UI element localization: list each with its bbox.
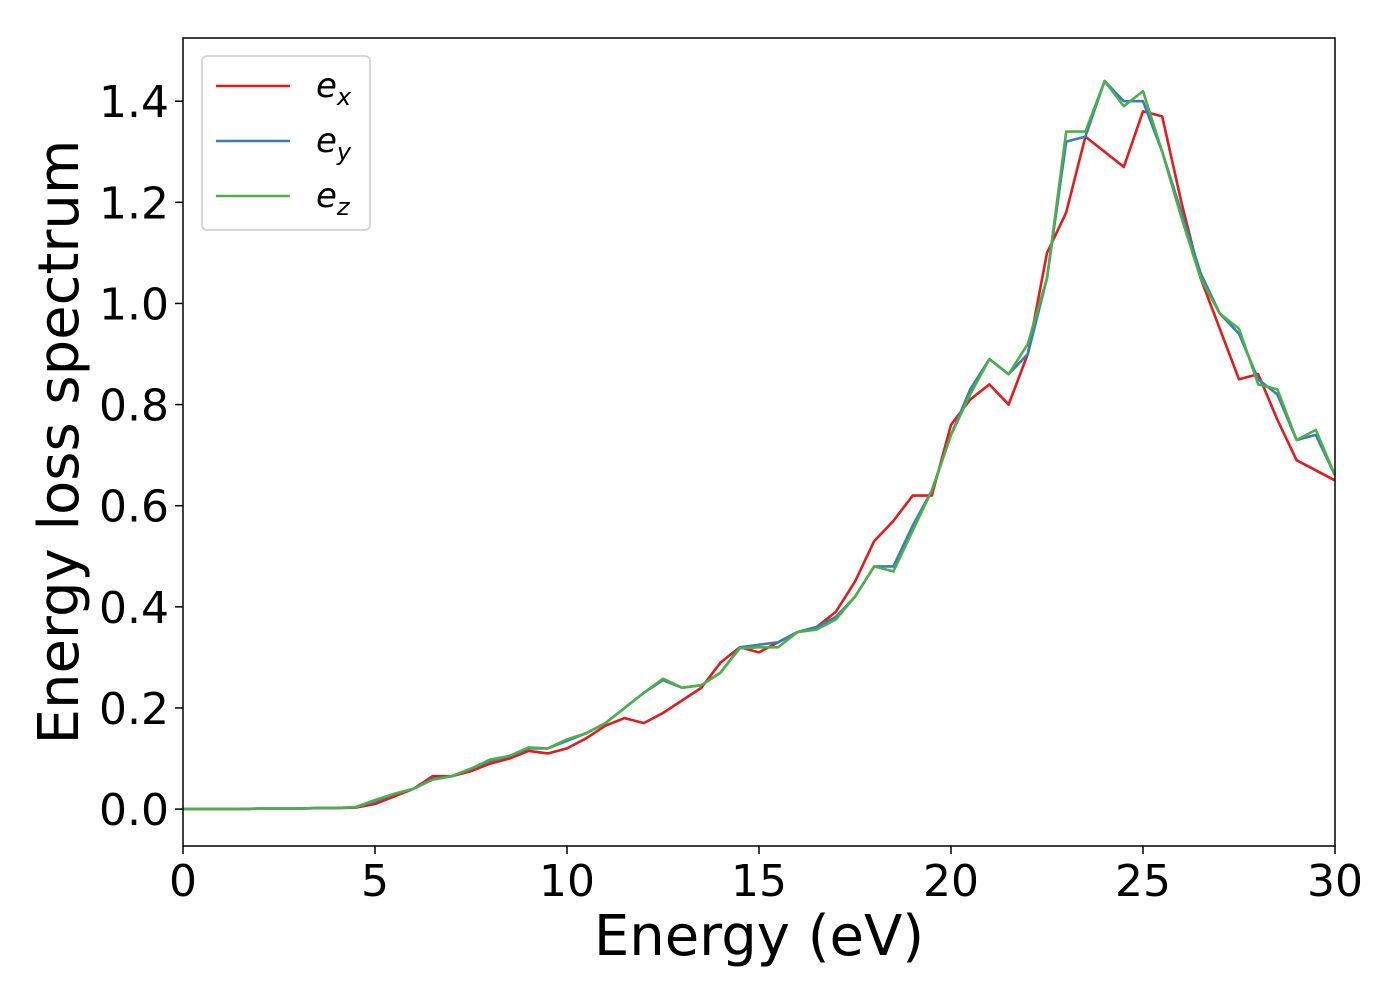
y-tick-label: 1.0	[99, 279, 169, 330]
series-line	[183, 79, 1337, 811]
x-tick-label: 0	[169, 856, 197, 907]
x-tick-label: 15	[731, 856, 787, 907]
y-tick-label: 1.4	[99, 77, 169, 128]
legend-box	[201, 55, 371, 231]
y-tick-label: 0.0	[99, 785, 169, 836]
x-axis-label: Energy (eV)	[594, 904, 924, 969]
x-tick-label: 10	[539, 856, 595, 907]
legend-label: ez	[316, 176, 351, 221]
legend-label: ey	[316, 121, 352, 166]
y-tick-label: 0.2	[99, 684, 169, 735]
x-tick-label: 30	[1307, 856, 1363, 907]
x-tick-label: 5	[361, 856, 389, 907]
x-tick-label: 20	[923, 856, 979, 907]
y-axis-label: Energy loss spectrum	[27, 140, 92, 745]
plot-frame	[182, 37, 1336, 847]
legend-label: ex	[316, 66, 352, 111]
series-line	[183, 79, 1337, 811]
y-tick-label: 0.6	[99, 482, 169, 533]
y-tick-label: 1.2	[99, 178, 169, 229]
series-line	[183, 110, 1336, 811]
y-tick-label: 0.8	[99, 381, 169, 432]
x-tick-label: 25	[1115, 856, 1171, 907]
y-tick-label: 0.4	[99, 583, 169, 634]
